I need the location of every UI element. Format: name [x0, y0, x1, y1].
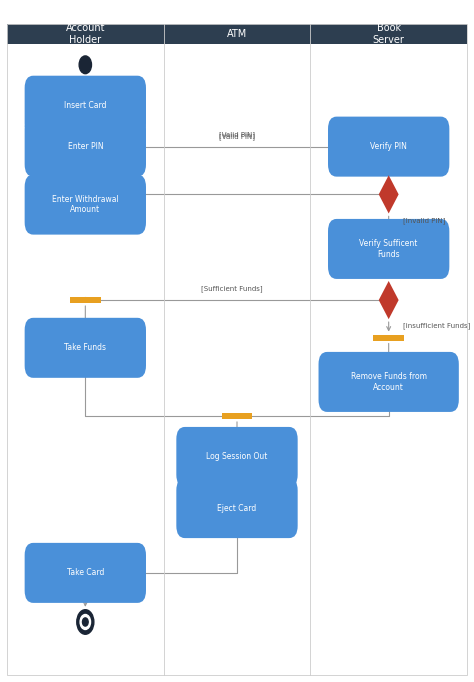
Text: Enter PIN: Enter PIN [67, 142, 103, 151]
Circle shape [79, 56, 91, 74]
FancyBboxPatch shape [25, 543, 146, 603]
Text: [Valid PIN]: [Valid PIN] [219, 133, 255, 140]
Circle shape [80, 614, 91, 629]
FancyBboxPatch shape [176, 427, 298, 487]
Text: Account
Holder: Account Holder [65, 23, 105, 45]
FancyBboxPatch shape [7, 44, 467, 675]
Circle shape [77, 610, 94, 634]
FancyBboxPatch shape [25, 117, 146, 177]
Polygon shape [379, 281, 399, 319]
Text: Remove Funds from
Account: Remove Funds from Account [351, 372, 427, 391]
Text: Enter Withdrawal
Amount: Enter Withdrawal Amount [52, 195, 118, 214]
Text: Verify Sufficent
Funds: Verify Sufficent Funds [359, 239, 418, 258]
Text: Take Funds: Take Funds [64, 343, 106, 353]
Polygon shape [379, 175, 399, 213]
Circle shape [82, 618, 88, 626]
Text: Book
Server: Book Server [373, 23, 405, 45]
Text: [Valid PIN]: [Valid PIN] [219, 132, 255, 138]
Text: [Invalid PIN]: [Invalid PIN] [403, 217, 445, 224]
Text: Take Card: Take Card [67, 568, 104, 578]
FancyBboxPatch shape [176, 478, 298, 538]
FancyBboxPatch shape [328, 219, 449, 279]
Text: Insert Card: Insert Card [64, 101, 107, 110]
FancyBboxPatch shape [319, 352, 459, 412]
Text: Log Session Out: Log Session Out [206, 452, 268, 462]
FancyBboxPatch shape [373, 334, 404, 340]
FancyBboxPatch shape [70, 297, 100, 303]
FancyBboxPatch shape [328, 117, 449, 177]
FancyBboxPatch shape [25, 318, 146, 378]
Text: [Sufficient Funds]: [Sufficient Funds] [201, 285, 263, 292]
Text: ATM SYSTEM for ABC BANK: ATM SYSTEM for ABC BANK [9, 24, 169, 34]
FancyBboxPatch shape [25, 76, 146, 136]
Text: ATM: ATM [227, 29, 247, 39]
Text: Eject Card: Eject Card [218, 503, 256, 513]
FancyBboxPatch shape [25, 175, 146, 235]
Text: Verify PIN: Verify PIN [370, 142, 407, 151]
FancyBboxPatch shape [221, 413, 252, 419]
FancyBboxPatch shape [7, 24, 467, 44]
Text: [insufficient Funds]: [insufficient Funds] [403, 323, 470, 329]
